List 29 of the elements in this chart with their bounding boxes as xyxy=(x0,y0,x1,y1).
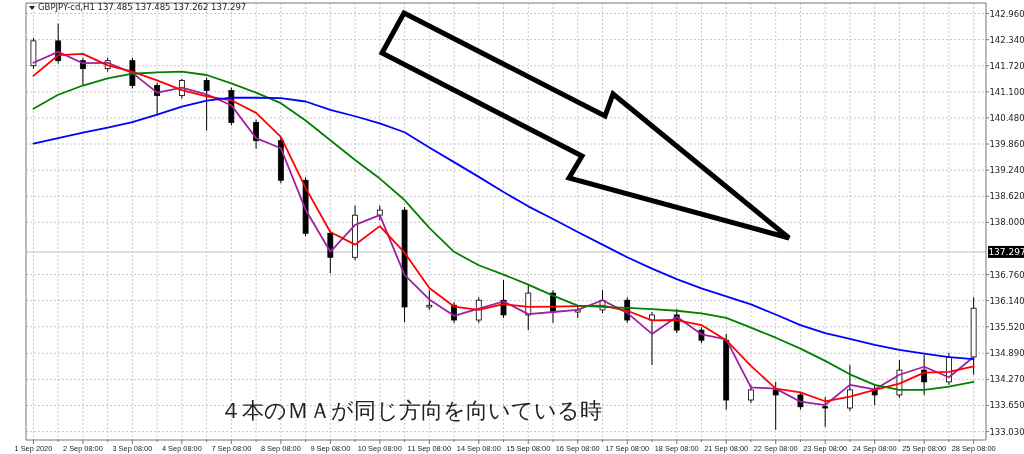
candlestick xyxy=(847,364,853,412)
candlestick xyxy=(772,381,779,431)
candlestick xyxy=(871,384,878,406)
y-tick-label: 136.760 xyxy=(989,269,1024,280)
y-tick-label: 141.720 xyxy=(989,60,1024,71)
y-tick-label: 142.960 xyxy=(989,8,1024,19)
y-tick-label: 133.030 xyxy=(989,426,1024,437)
y-tick-label: 134.890 xyxy=(989,348,1024,359)
annotation: ４本のＭＡが同じ方向を向いている時 xyxy=(220,398,602,423)
ref-line-label: 137.297 xyxy=(988,247,1024,258)
y-tick-label: 138.620 xyxy=(989,191,1024,202)
candlestick xyxy=(921,354,928,396)
y-tick-label: 135.520 xyxy=(989,321,1024,332)
y-tick-label: 133.650 xyxy=(989,400,1024,411)
candlestick xyxy=(748,384,754,404)
y-tick-label: 139.860 xyxy=(989,139,1024,150)
y-tick-label: 142.340 xyxy=(989,34,1024,45)
y-tick-label: 134.270 xyxy=(989,374,1024,385)
y-tick-label: 139.240 xyxy=(989,165,1024,176)
candlestick xyxy=(203,77,210,132)
y-tick-label: 140.480 xyxy=(989,112,1024,123)
candlestick xyxy=(426,289,433,311)
y-tick-label: 138.000 xyxy=(989,217,1024,228)
y-tick-label: 136.140 xyxy=(989,295,1024,306)
candlestick xyxy=(649,311,655,366)
y-tick-label: 141.100 xyxy=(989,86,1024,97)
candlestick xyxy=(253,119,259,150)
candlestick xyxy=(822,396,829,428)
chart-title: GBPJPY-cd,H1 137.485 137.485 137.262 137.297 xyxy=(38,2,247,12)
